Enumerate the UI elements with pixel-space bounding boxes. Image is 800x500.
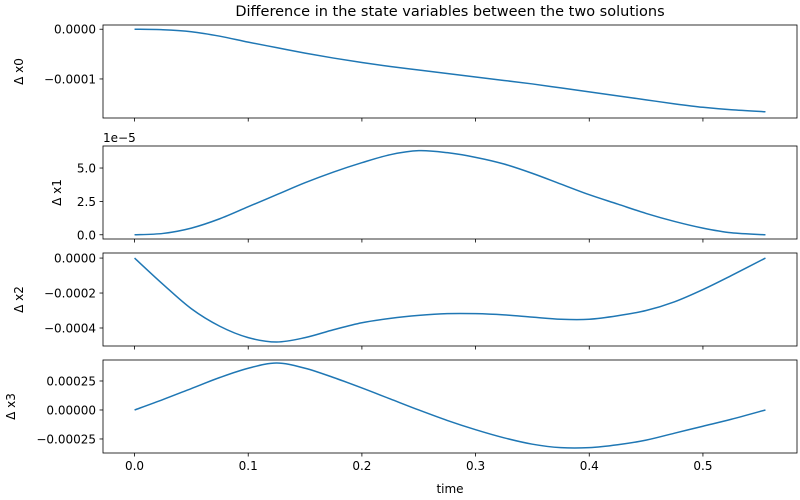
x-tick-label: 0.5 [693,459,712,473]
series-line-0 [134,28,766,113]
y-tick-label: 0.0000 [54,23,96,37]
offset-text: 1e−5 [103,131,136,145]
y-axis-label: Δ x1 [50,179,64,206]
axes-frame [102,145,798,240]
subplot-3: 0.0 0.1 0.2 0.3 0.4 0.5 0.00025 0.00000 −0.00025… [4,359,798,473]
series-line-1 [134,149,766,236]
axes-frame [102,359,798,454]
subplot-0: 0.0000 −0.0001 Δ x0 [12,23,798,122]
axes-frame [102,252,798,347]
y-tick-label: 0.0 [77,228,96,242]
subplot-1: 0.0 2.5 5.0 Δ x1 1e−5 [50,131,798,243]
series-line-2 [134,257,766,343]
y-axis-label: Δ x3 [4,393,18,420]
y-tick-label: 0.00025 [46,374,96,388]
x-tick-label: 0.1 [239,459,258,473]
x-tick-label: 0.3 [466,459,485,473]
chart-title: Difference in the state variables betwee… [235,4,664,20]
series-line-3 [134,362,766,449]
y-tick-label: −0.00025 [36,432,96,446]
y-tick-label: −0.0004 [44,321,96,335]
y-axis-label: Δ x0 [12,58,26,85]
x-tick-label: 0.0 [125,459,144,473]
y-tick-label: −0.0001 [44,72,96,86]
y-tick-label: 5.0 [77,162,96,176]
y-tick-label: 0.00000 [46,403,96,417]
axes-frame [102,24,798,119]
y-axis-label: Δ x2 [12,286,26,313]
subplot-2: 0.0000 −0.0002 −0.0004 Δ x2 [12,252,798,350]
y-tick-label: 0.0000 [54,252,96,266]
y-tick-label: −0.0002 [44,287,96,301]
y-tick-label: 2.5 [77,195,96,209]
x-tick-label: 0.4 [580,459,599,473]
x-tick-label: 0.2 [352,459,371,473]
x-axis-label: time [436,482,463,496]
